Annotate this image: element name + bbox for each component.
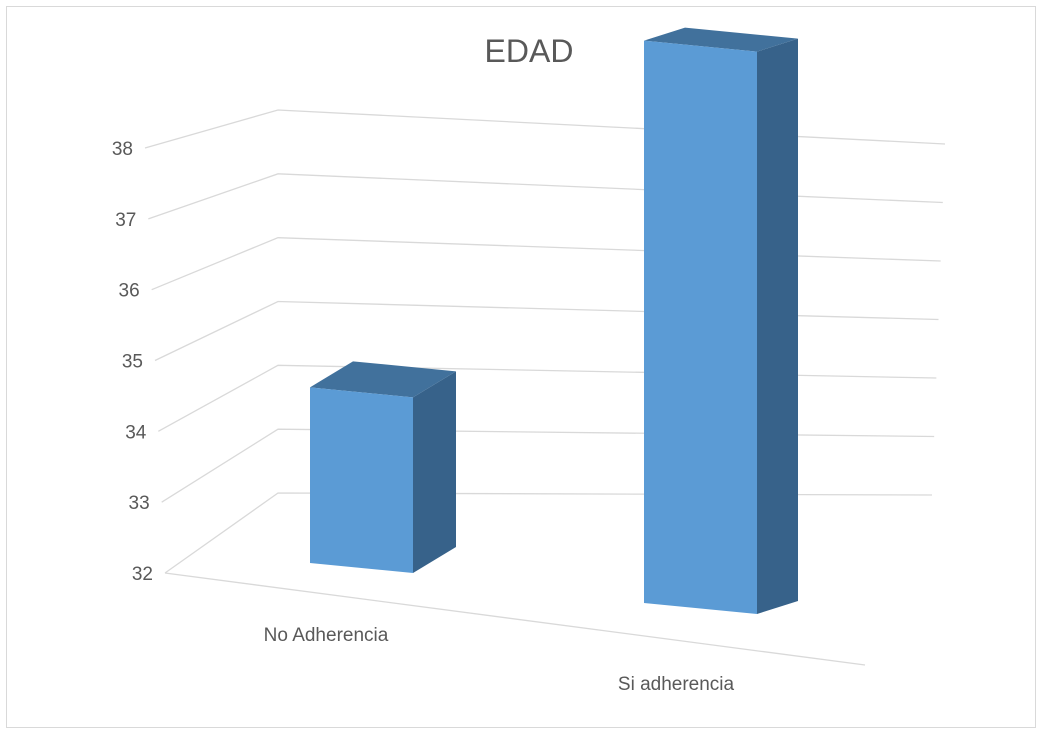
bar-0 — [310, 361, 456, 573]
chart-title: EDAD — [485, 33, 574, 69]
y-axis-ticks: 32 33 34 35 36 37 38 — [112, 139, 153, 585]
bar-1 — [644, 27, 798, 615]
gridline-34 — [158, 364, 937, 432]
floor-front-edge — [164, 572, 866, 666]
y-tick-label-36: 36 — [119, 281, 140, 302]
y-tick-label-37: 37 — [115, 210, 136, 231]
chart-walls — [164, 572, 866, 666]
x-tick-label-1: Si adherencia — [618, 674, 735, 695]
y-tick-label-33: 33 — [129, 493, 150, 514]
bar-top-face — [644, 27, 798, 52]
x-axis-labels: No Adherencia Si adherencia — [264, 625, 735, 695]
gridline-33 — [161, 428, 935, 503]
gridline-36 — [151, 237, 941, 291]
bar-front-face — [310, 387, 413, 573]
bars — [310, 27, 798, 615]
y-tick-label-35: 35 — [122, 352, 143, 373]
gridline-32 — [164, 492, 933, 574]
bar-front-face — [644, 40, 757, 615]
chart-frame — [6, 6, 1036, 728]
bar-side-face — [413, 371, 456, 573]
y-tick-label-34: 34 — [125, 422, 147, 443]
bar-side-face — [757, 38, 798, 615]
gridlines — [144, 109, 946, 574]
y-tick-label-32: 32 — [132, 564, 153, 585]
bar-top-face — [310, 361, 456, 398]
gridline-38 — [144, 109, 946, 149]
gridline-35 — [154, 300, 939, 362]
y-tick-label-38: 38 — [112, 139, 133, 160]
gridline-37 — [148, 173, 943, 220]
x-tick-label-0: No Adherencia — [264, 625, 389, 646]
